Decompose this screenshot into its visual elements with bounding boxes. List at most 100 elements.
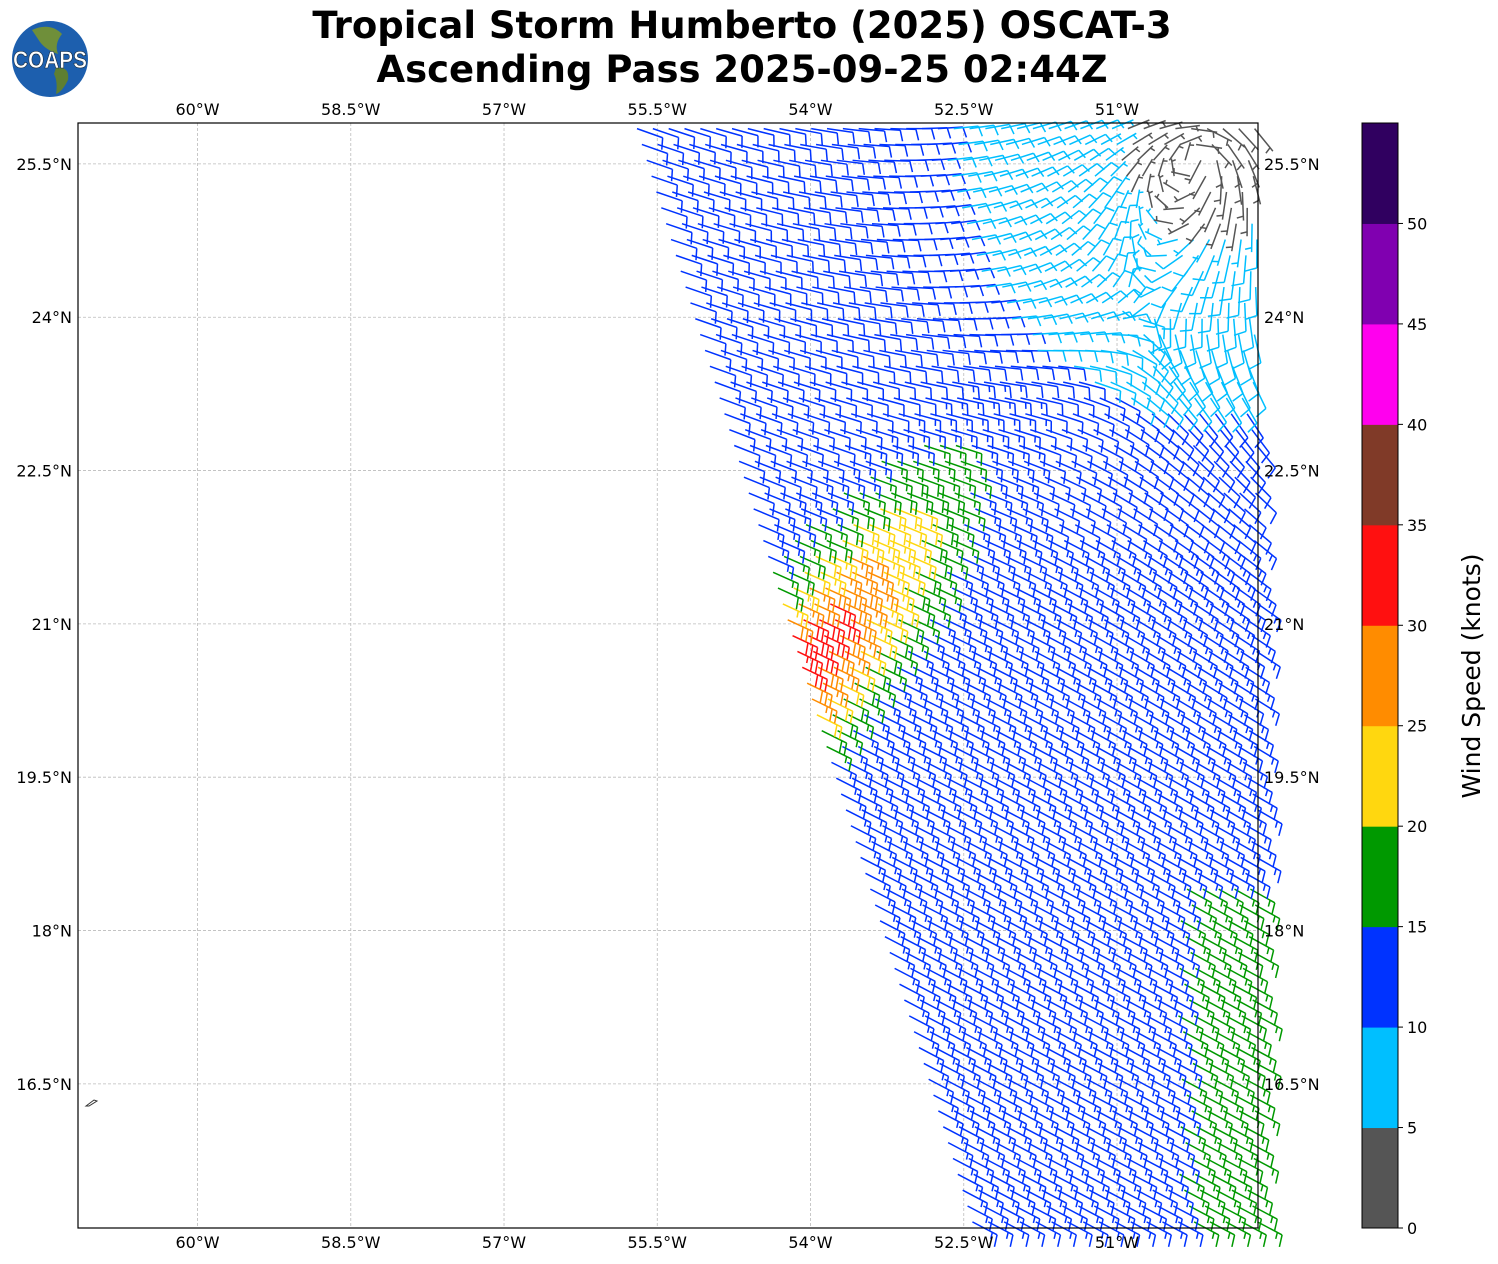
barb-half-feather (1005, 501, 1008, 508)
barb-half-feather (1260, 1184, 1264, 1192)
barb-half-feather (1219, 694, 1224, 702)
barb-half-feather (1121, 1042, 1125, 1049)
barb-feather (963, 981, 968, 994)
wind-barb (1061, 840, 1087, 867)
barb-feather (1121, 570, 1126, 583)
wind-barb (934, 634, 961, 660)
wind-barb (1236, 1205, 1263, 1232)
barb-half-feather (1250, 1153, 1254, 1160)
barb-feather (1122, 522, 1128, 535)
barb-half-feather (1265, 994, 1269, 1002)
barb-feather (886, 567, 890, 580)
wind-barb (962, 777, 989, 804)
wind-barb (949, 1094, 975, 1121)
barb-feather (1225, 1060, 1230, 1073)
wind-barb (1027, 936, 1053, 962)
wind-barb (906, 904, 933, 930)
barb-half-feather (1177, 710, 1181, 718)
wind-barb (1196, 508, 1221, 539)
wind-barb (911, 920, 938, 946)
barb-half-feather (998, 899, 1002, 907)
barb-half-feather (893, 708, 897, 716)
barb-feather (978, 502, 981, 516)
barb-feather (1172, 587, 1178, 600)
barb-half-feather (1161, 915, 1165, 923)
barb-feather (883, 822, 888, 835)
barb-half-feather (1159, 804, 1163, 812)
barb-half-feather (1203, 947, 1207, 955)
wind-barb (896, 872, 923, 899)
barb-feather (1051, 648, 1056, 661)
barb-feather (1244, 666, 1250, 679)
barb-feather (1110, 791, 1115, 804)
barb-half-feather (1021, 820, 1026, 828)
wind-barb (1221, 1157, 1248, 1184)
barb-feather (1017, 743, 1022, 756)
wind-barb (1251, 840, 1277, 868)
wind-barb (1078, 587, 1105, 614)
wind-barb (1033, 1110, 1059, 1137)
barb-feather (1085, 965, 1090, 978)
barb-feather (1270, 651, 1276, 664)
wind-barb (1113, 650, 1140, 678)
barb-feather (885, 581, 890, 594)
barb-half-feather (929, 724, 933, 732)
barb-feather (1114, 649, 1119, 662)
barb-half-feather (1131, 868, 1135, 875)
barb-half-feather (1205, 600, 1210, 608)
wind-barb (1080, 904, 1107, 931)
barb-half-feather (1169, 836, 1173, 844)
wind-barb (877, 809, 904, 835)
barb-half-feather (942, 820, 946, 827)
barb-feather (993, 1028, 998, 1041)
barb-feather (849, 724, 854, 737)
barb-feather (938, 743, 943, 756)
wind-barb (994, 777, 1021, 804)
barb-feather (1238, 511, 1246, 524)
barb-half-feather (1164, 568, 1169, 576)
barb-feather (857, 631, 862, 644)
barb-feather (1134, 665, 1140, 678)
wind-barb (974, 920, 1001, 946)
wind-barb (1119, 619, 1146, 647)
barb-feather (846, 486, 850, 499)
wind-barb (1071, 666, 1097, 693)
barb-feather (944, 917, 949, 930)
wind-barb (927, 920, 953, 946)
barb-half-feather (1066, 550, 1070, 558)
barb-half-feather (1267, 899, 1271, 907)
barb-half-feather (1170, 994, 1174, 1002)
barb-feather (816, 626, 820, 640)
barb-feather (1250, 588, 1256, 601)
barb-feather (935, 518, 939, 532)
wind-barb (1228, 714, 1254, 742)
barb-half-feather (967, 533, 970, 540)
wind-barb (962, 1189, 989, 1216)
barb-feather (1196, 918, 1202, 931)
barb-feather (1234, 1092, 1240, 1105)
barb-half-feather (955, 756, 959, 764)
barb-half-feather (1221, 600, 1226, 608)
barb-half-feather (927, 820, 931, 827)
barb-feather (1194, 807, 1199, 820)
wind-barb (996, 1094, 1023, 1121)
wind-barb (1219, 635, 1245, 664)
wind-barb (995, 1141, 1022, 1168)
wind-barb (1090, 936, 1117, 962)
barb-feather (1082, 488, 1087, 502)
wind-barb (1065, 698, 1091, 725)
wind-barb (1044, 1094, 1070, 1121)
wind-barb (1062, 1205, 1088, 1232)
barb-feather (1037, 965, 1042, 978)
wind-barb (1195, 761, 1221, 789)
barb-feather (1078, 1203, 1084, 1216)
barb-feather (1046, 838, 1051, 851)
barb-feather (1074, 981, 1079, 994)
barb-feather (935, 533, 939, 546)
barb-half-feather (1163, 1073, 1167, 1081)
barb-half-feather (917, 788, 921, 796)
barb-feather (1006, 759, 1011, 772)
wind-barb (1044, 888, 1070, 915)
barb-feather (1208, 556, 1215, 570)
wind-barb (1164, 1126, 1191, 1153)
